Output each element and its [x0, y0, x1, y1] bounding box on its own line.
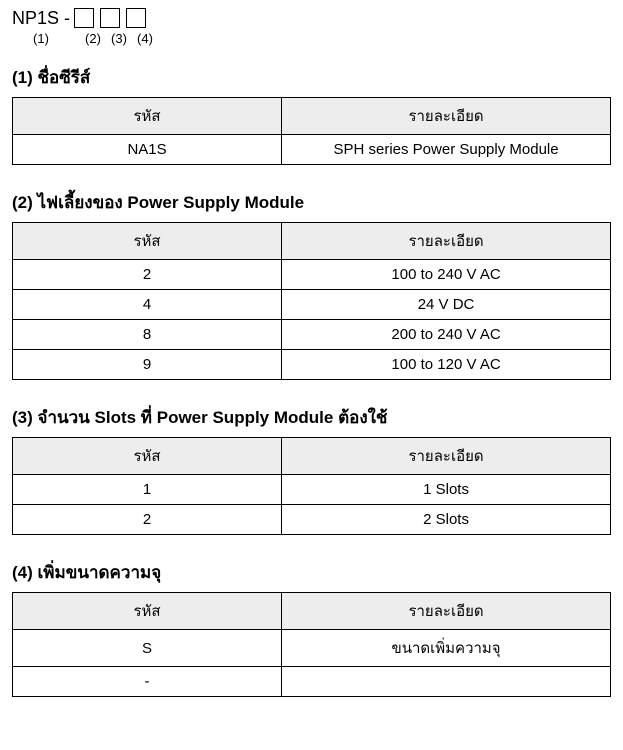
table-1: รหัส รายละเอียด NA1S SPH series Power Su… [12, 97, 611, 165]
annotation-4: (4) [134, 31, 156, 46]
cell-code: 9 [13, 350, 282, 380]
section-title-4: (4) เพิ่มขนาดความจุ [12, 559, 611, 586]
section-title-2: (2) ไฟเลี้ยงของ Power Supply Module [12, 189, 611, 216]
col-header-code: รหัส [13, 98, 282, 135]
cell-desc: 200 to 240 V AC [282, 320, 611, 350]
col-header-desc: รายละเอียด [282, 593, 611, 630]
cell-code: 4 [13, 290, 282, 320]
placeholder-box-4 [126, 8, 146, 28]
cell-code: S [13, 630, 282, 667]
table-row: - [13, 667, 611, 697]
cell-desc: 1 Slots [282, 475, 611, 505]
col-header-desc: รายละเอียด [282, 98, 611, 135]
table-row: NA1S SPH series Power Supply Module [13, 135, 611, 165]
section-title-3: (3) จำนวน Slots ที่ Power Supply Module … [12, 404, 611, 431]
cell-code: - [13, 667, 282, 697]
table-row: 4 24 V DC [13, 290, 611, 320]
annotation-3: (3) [108, 31, 130, 46]
part-code-line: NP1S - [12, 8, 611, 29]
cell-desc: 100 to 120 V AC [282, 350, 611, 380]
table-header-row: รหัส รายละเอียด [13, 438, 611, 475]
cell-code: 2 [13, 505, 282, 535]
table-4: รหัส รายละเอียด S ขนาดเพิ่มความจุ - [12, 592, 611, 697]
col-header-desc: รายละเอียด [282, 223, 611, 260]
cell-desc: ขนาดเพิ่มความจุ [282, 630, 611, 667]
table-row: S ขนาดเพิ่มความจุ [13, 630, 611, 667]
cell-code: 8 [13, 320, 282, 350]
col-header-desc: รายละเอียด [282, 438, 611, 475]
table-header-row: รหัส รายละเอียด [13, 593, 611, 630]
section-title-1: (1) ชื่อซีรีส์ [12, 64, 611, 91]
cell-desc: 2 Slots [282, 505, 611, 535]
placeholder-box-2 [74, 8, 94, 28]
annotation-line: (1) (2) (3) (4) [12, 31, 611, 46]
col-header-code: รหัส [13, 223, 282, 260]
table-row: 2 100 to 240 V AC [13, 260, 611, 290]
cell-desc: 100 to 240 V AC [282, 260, 611, 290]
cell-desc [282, 667, 611, 697]
annotation-2: (2) [82, 31, 104, 46]
table-row: 8 200 to 240 V AC [13, 320, 611, 350]
placeholder-box-3 [100, 8, 120, 28]
table-row: 9 100 to 120 V AC [13, 350, 611, 380]
col-header-code: รหัส [13, 593, 282, 630]
cell-desc: SPH series Power Supply Module [282, 135, 611, 165]
table-2: รหัส รายละเอียด 2 100 to 240 V AC 4 24 V… [12, 222, 611, 380]
part-prefix: NP1S - [12, 8, 70, 29]
table-row: 1 1 Slots [13, 475, 611, 505]
table-header-row: รหัส รายละเอียด [13, 223, 611, 260]
cell-desc: 24 V DC [282, 290, 611, 320]
col-header-code: รหัส [13, 438, 282, 475]
table-3: รหัส รายละเอียด 1 1 Slots 2 2 Slots [12, 437, 611, 535]
table-header-row: รหัส รายละเอียด [13, 98, 611, 135]
cell-code: 2 [13, 260, 282, 290]
cell-code: 1 [13, 475, 282, 505]
table-row: 2 2 Slots [13, 505, 611, 535]
annotation-1: (1) [18, 31, 64, 46]
cell-code: NA1S [13, 135, 282, 165]
